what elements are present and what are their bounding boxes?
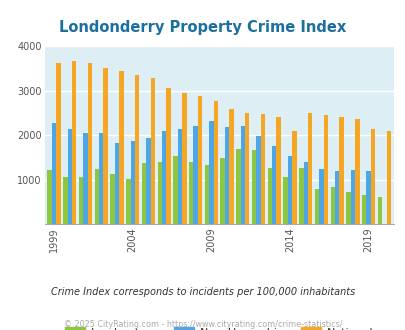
Bar: [134, 75, 139, 224]
Bar: [126, 180, 130, 224]
Bar: [146, 138, 150, 224]
Text: Londonderry Property Crime Index: Londonderry Property Crime Index: [59, 20, 346, 35]
Bar: [130, 141, 134, 224]
Bar: [377, 197, 381, 224]
Bar: [229, 109, 233, 224]
Bar: [162, 131, 166, 224]
Bar: [245, 113, 249, 224]
Bar: [177, 129, 182, 224]
Legend: Londonderry, New Hampshire, National: Londonderry, New Hampshire, National: [60, 323, 377, 330]
Bar: [354, 119, 359, 224]
Bar: [103, 68, 108, 224]
Bar: [283, 177, 287, 224]
Bar: [204, 165, 209, 224]
Bar: [87, 63, 92, 224]
Bar: [68, 129, 72, 224]
Text: Crime Index corresponds to incidents per 100,000 inhabitants: Crime Index corresponds to incidents per…: [51, 287, 354, 297]
Bar: [345, 192, 350, 224]
Bar: [182, 92, 186, 224]
Bar: [350, 170, 354, 224]
Bar: [323, 115, 327, 224]
Bar: [292, 131, 296, 224]
Bar: [330, 187, 334, 224]
Bar: [47, 170, 52, 224]
Bar: [83, 133, 87, 224]
Bar: [298, 168, 303, 224]
Bar: [197, 96, 202, 224]
Bar: [141, 163, 146, 224]
Bar: [173, 156, 177, 224]
Bar: [189, 162, 193, 224]
Bar: [119, 71, 123, 224]
Bar: [303, 162, 307, 224]
Bar: [318, 169, 323, 224]
Bar: [260, 114, 264, 224]
Bar: [224, 127, 229, 224]
Bar: [150, 78, 155, 224]
Bar: [79, 177, 83, 224]
Bar: [252, 149, 256, 224]
Bar: [361, 195, 366, 224]
Bar: [334, 171, 339, 224]
Bar: [236, 148, 240, 224]
Bar: [115, 143, 119, 224]
Bar: [63, 177, 68, 224]
Bar: [314, 189, 318, 224]
Bar: [56, 63, 61, 224]
Bar: [209, 121, 213, 224]
Bar: [276, 117, 280, 224]
Bar: [193, 126, 197, 224]
Bar: [256, 136, 260, 224]
Bar: [94, 169, 99, 224]
Bar: [287, 156, 292, 224]
Text: © 2025 CityRating.com - https://www.cityrating.com/crime-statistics/: © 2025 CityRating.com - https://www.city…: [64, 320, 341, 329]
Bar: [166, 88, 171, 224]
Bar: [370, 129, 374, 224]
Bar: [307, 113, 311, 224]
Bar: [52, 123, 56, 224]
Bar: [157, 162, 162, 224]
Bar: [213, 101, 217, 224]
Bar: [110, 174, 115, 224]
Bar: [240, 126, 245, 224]
Bar: [99, 133, 103, 224]
Bar: [386, 131, 390, 224]
Bar: [271, 146, 276, 224]
Bar: [72, 61, 76, 224]
Bar: [339, 117, 343, 224]
Bar: [267, 168, 271, 224]
Bar: [366, 171, 370, 224]
Bar: [220, 158, 224, 224]
